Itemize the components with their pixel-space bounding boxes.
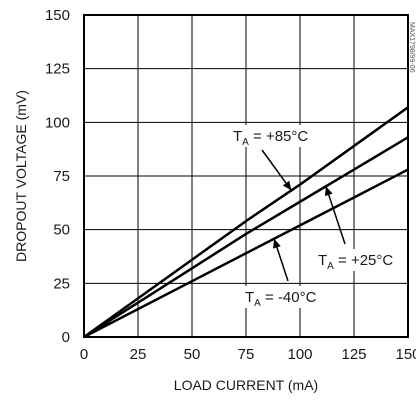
y-tick-labels: 0 25 50 75 100 125 150 <box>45 7 70 346</box>
label-subscript: A <box>254 298 261 309</box>
arrowhead <box>282 180 292 191</box>
label-subscript: A <box>242 137 249 148</box>
x-tick-label: 100 <box>287 346 312 363</box>
y-axis-label: DROPOUT VOLTAGE (mV) <box>13 90 29 262</box>
label-25c: TA = +25°C <box>318 252 393 272</box>
label-85c: TA = +85°C <box>233 128 308 148</box>
figure-id: MAX1798/99-06 <box>408 22 415 73</box>
y-tick-label: 25 <box>53 275 70 292</box>
label-bg <box>230 125 320 147</box>
y-tick-label: 0 <box>62 329 70 346</box>
arrowhead <box>273 238 281 249</box>
annotations: TA = +85°CTA = +25°CTA = -40°C <box>230 125 405 309</box>
x-tick-label: 50 <box>184 346 201 363</box>
label-temperature: = +25°C <box>334 252 394 269</box>
label-bg <box>315 249 405 271</box>
plot-frame <box>83 14 409 338</box>
x-tick-label: 150 <box>395 346 416 363</box>
label-subscript: A <box>327 261 334 272</box>
series-25c-line <box>83 136 409 339</box>
x-tick-label: 125 <box>341 346 366 363</box>
y-tick-label: 100 <box>45 114 70 131</box>
y-tick-label: 150 <box>45 7 70 24</box>
series-85c-line <box>83 106 409 339</box>
x-tick-label: 25 <box>130 346 147 363</box>
x-axis-label: LOAD CURRENT (mA) <box>174 377 318 393</box>
x-tick-label: 75 <box>238 346 255 363</box>
label-symbol: T <box>245 289 254 306</box>
y-tick-label: 50 <box>53 222 70 239</box>
label-bg <box>242 286 332 308</box>
x-tick-labels: 0 25 50 75 100 125 150 <box>80 346 416 363</box>
arrowhead <box>324 186 333 197</box>
series-neg40c-line <box>83 168 409 339</box>
y-tick-label: 125 <box>45 61 70 78</box>
label-symbol: T <box>318 252 327 269</box>
label-symbol: T <box>233 128 242 145</box>
series-lines <box>83 106 409 339</box>
x-tick-label: 0 <box>80 346 88 363</box>
label-temperature: = +85°C <box>249 128 309 145</box>
label-neg40c: TA = -40°C <box>245 289 317 309</box>
y-tick-label: 75 <box>53 168 70 185</box>
callout-arrow <box>325 186 346 245</box>
label-temperature: = -40°C <box>261 289 317 306</box>
